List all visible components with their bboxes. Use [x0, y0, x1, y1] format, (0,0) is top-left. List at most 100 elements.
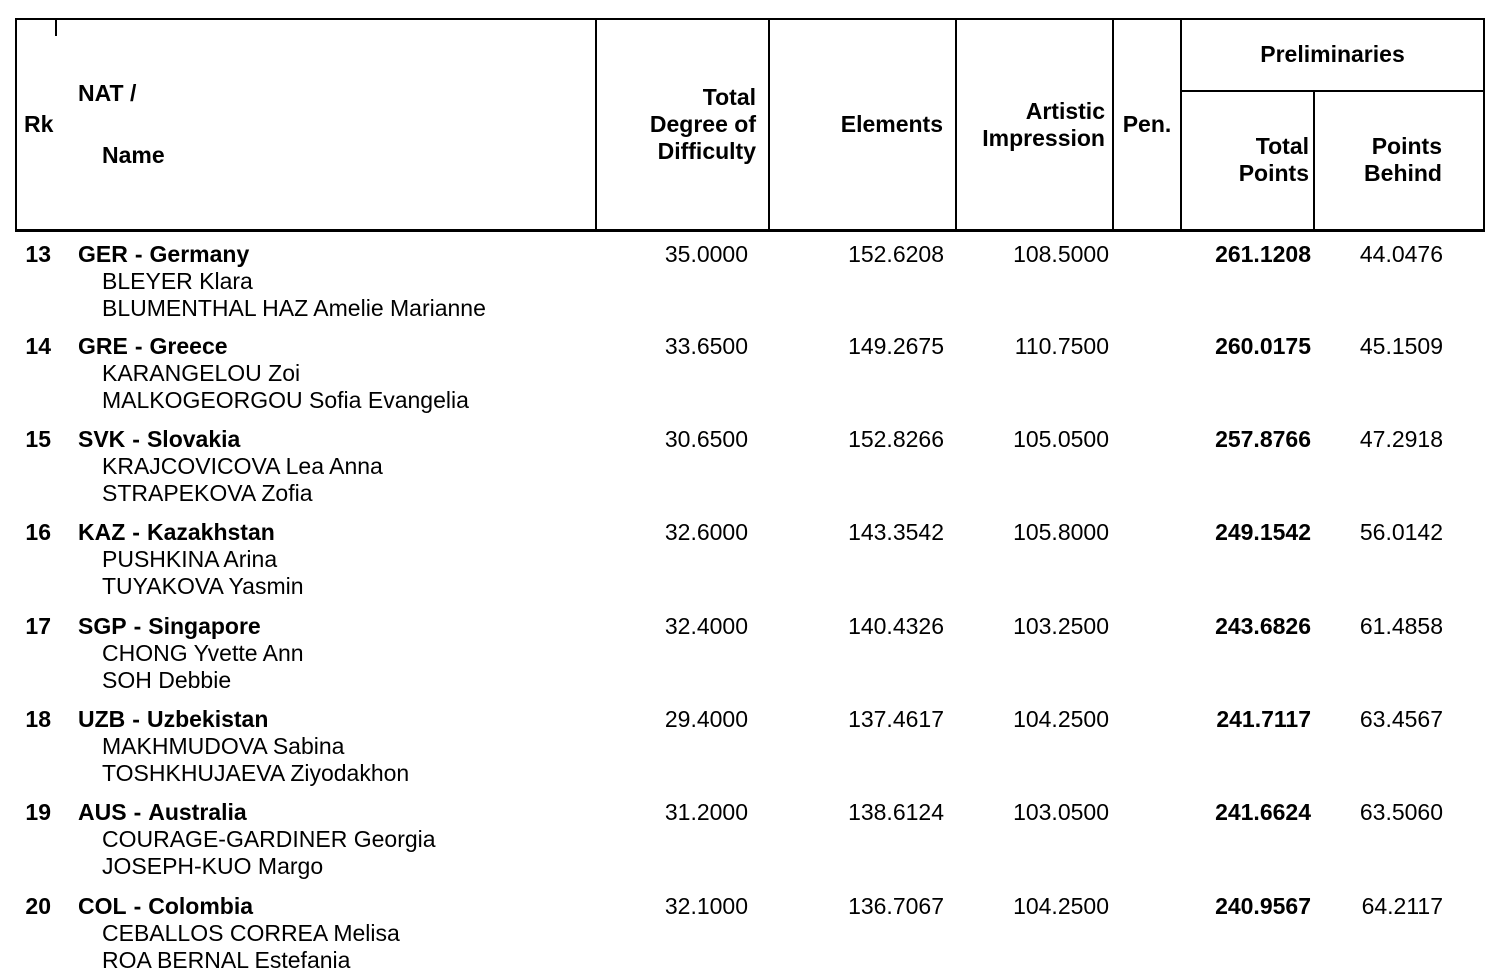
col-header-penalty: Pen. — [1113, 18, 1182, 232]
total-points-value: 249.1542 — [1215, 519, 1311, 546]
athlete-name: ROA BERNAL Estefania — [102, 946, 351, 973]
artistic-impression-value: 104.2500 — [1013, 705, 1109, 732]
total-points-value: 261.1208 — [1215, 241, 1311, 267]
athlete-name: MAKHMUDOVA Sabina — [102, 732, 345, 759]
rank-value: 13 — [25, 241, 51, 267]
degree-of-difficulty-value: 32.6000 — [664, 519, 748, 546]
penalty-value — [1113, 417, 1181, 510]
team-cell: GER - Germany BLEYER Klara BLUMENTHAL HAZ … — [56, 231, 596, 324]
elements-value: 143.3542 — [848, 519, 944, 546]
nation-code: COL — [78, 892, 127, 919]
nation-dash: - — [132, 519, 140, 546]
nation-code: SGP — [78, 612, 127, 639]
nation-code: GRE — [78, 332, 128, 359]
country-name: Kazakhstan — [146, 519, 275, 546]
team-line: GER - Germany — [56, 241, 596, 268]
country-name: Australia — [148, 799, 247, 826]
athlete-name: COURAGE-GARDINER Georgia — [102, 826, 436, 853]
team-cell: GRE - Greece KARANGELOU Zoi MALKOGEORGOU S… — [56, 324, 596, 417]
country-name: Greece — [149, 332, 228, 359]
header-divider-tick — [55, 20, 57, 36]
athlete-name: SOH Debbie — [102, 666, 232, 693]
penalty-value — [1113, 324, 1181, 417]
points-behind-value: 64.2117 — [1361, 892, 1443, 919]
points-behind-value: 44.0476 — [1359, 241, 1443, 267]
col-header-rank: Rk — [15, 18, 57, 232]
rank-value: 16 — [25, 519, 51, 546]
table-row: 20 COL - Colombia CEBALLOS CORREA Melisa R… — [16, 884, 1484, 977]
degree-of-difficulty-value: 30.6500 — [664, 426, 748, 453]
degree-of-difficulty-value: 32.1000 — [664, 892, 748, 919]
nation-dash: - — [133, 799, 142, 826]
table-row: 17 SGP - Singapore CHONG Yvette Ann SOH De… — [16, 604, 1484, 697]
nation-dash: - — [134, 241, 143, 267]
table-row: 16 KAZ - Kazakhstan PUSHKINA Arina TUYAKOV… — [16, 510, 1484, 603]
points-behind-value: 63.5060 — [1359, 799, 1443, 826]
total-points-value: 241.6624 — [1215, 799, 1311, 826]
athlete-name: BLEYER Klara — [102, 268, 253, 294]
points-behind-value: 61.4858 — [1359, 612, 1443, 639]
nation-dash: - — [132, 705, 140, 732]
athlete-name: KARANGELOU Zoi — [102, 359, 301, 386]
artistic-impression-value: 103.2500 — [1013, 612, 1109, 639]
team-line: GRE - Greece — [56, 333, 596, 360]
country-name: Germany — [149, 241, 250, 267]
team-cell: COL - Colombia CEBALLOS CORREA Melisa ROA … — [56, 884, 596, 977]
artistic-impression-value: 105.0500 — [1013, 426, 1109, 453]
athlete-name: CEBALLOS CORREA Melisa — [102, 919, 400, 946]
points-behind-value: 45.1509 — [1359, 332, 1443, 359]
nation-dash: - — [133, 612, 142, 639]
total-points-value: 260.0175 — [1215, 332, 1311, 359]
elements-value: 136.7067 — [848, 892, 944, 919]
penalty-value — [1113, 697, 1181, 790]
table-row: 14 GRE - Greece KARANGELOU Zoi MALKOGEORGO… — [16, 324, 1484, 417]
athlete-name: MALKOGEORGOU Sofia Evangelia — [102, 386, 469, 413]
degree-of-difficulty-value: 29.4000 — [664, 705, 748, 732]
penalty-value — [1113, 884, 1181, 977]
athlete-name: TUYAKOVA Yasmin — [102, 573, 304, 600]
athlete-name: KRAJCOVICOVA Lea Anna — [102, 453, 383, 480]
penalty-value — [1113, 790, 1181, 883]
rank-value: 19 — [25, 799, 51, 826]
country-name: Colombia — [148, 892, 254, 919]
athlete-name: JOSEPH-KUO Margo — [102, 853, 324, 880]
athlete-name: PUSHKINA Arina — [102, 546, 278, 573]
col-header-points-behind: Points Behind — [1314, 90, 1485, 232]
total-points-value: 241.7117 — [1216, 705, 1311, 732]
results-body: 13 GER - Germany BLEYER Klara BLUMENTHAL H… — [16, 231, 1484, 977]
team-line: UZB - Uzbekistan — [56, 706, 596, 733]
penalty-value — [1113, 231, 1181, 324]
rank-value: 20 — [25, 892, 51, 919]
col-header-nat-label: NAT / — [78, 80, 137, 106]
team-line: COL - Colombia — [56, 893, 596, 920]
table-row: 19 AUS - Australia COURAGE-GARDINER Georgi… — [16, 790, 1484, 883]
nation-code: KAZ — [78, 519, 126, 546]
degree-of-difficulty-value: 35.0000 — [664, 241, 748, 267]
results-table: Rk NAT / Name Total Degree of Difficulty… — [15, 18, 1485, 977]
artistic-impression-value: 105.8000 — [1013, 519, 1109, 546]
nation-dash: - — [132, 426, 140, 453]
elements-value: 149.2675 — [848, 332, 944, 359]
team-line: KAZ - Kazakhstan — [56, 519, 596, 546]
col-header-elements: Elements — [769, 18, 957, 232]
elements-value: 140.4326 — [848, 612, 944, 639]
results-page: Rk NAT / Name Total Degree of Difficulty… — [0, 18, 1494, 973]
col-header-total-degree-of-difficulty: Total Degree of Difficulty — [596, 18, 770, 232]
table-header: Rk NAT / Name Total Degree of Difficulty… — [15, 18, 1485, 232]
nation-dash: - — [134, 332, 143, 359]
points-behind-value: 63.4567 — [1359, 705, 1443, 732]
rank-value: 15 — [25, 426, 51, 453]
team-cell: UZB - Uzbekistan MAKHMUDOVA Sabina TOSHKHU… — [56, 697, 596, 790]
col-header-rank-label: Rk — [24, 111, 54, 137]
athlete-name: STRAPEKOVA Zofia — [102, 480, 313, 507]
nation-code: GER — [78, 241, 128, 267]
rank-value: 14 — [25, 332, 51, 359]
points-behind-value: 56.0142 — [1359, 519, 1443, 546]
elements-value: 137.4617 — [848, 705, 944, 732]
penalty-value — [1113, 604, 1181, 697]
nation-code: SVK — [78, 426, 126, 453]
country-name: Slovakia — [146, 426, 241, 453]
team-line: AUS - Australia — [56, 799, 596, 826]
elements-value: 152.6208 — [848, 241, 944, 267]
degree-of-difficulty-value: 33.6500 — [664, 332, 748, 359]
